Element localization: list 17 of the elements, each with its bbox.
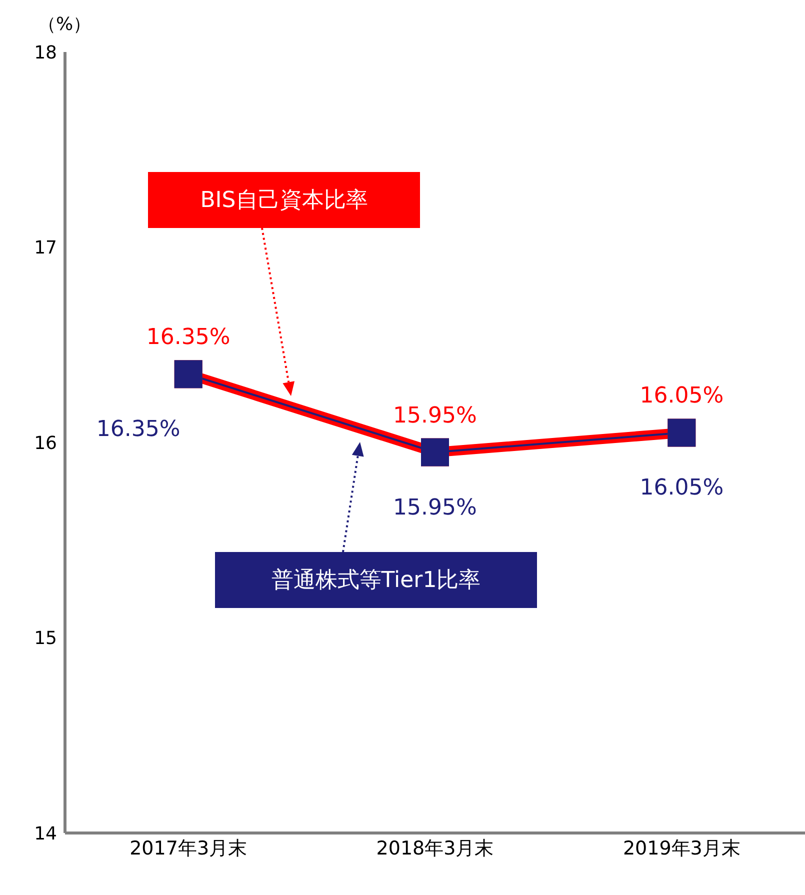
y-axis-title: （%） <box>38 13 92 36</box>
data-label: 16.05% <box>640 384 724 409</box>
y-tick-label: 16 <box>34 432 57 454</box>
y-tick-label: 15 <box>34 628 57 650</box>
callout: BIS自己資本比率 <box>148 172 420 228</box>
x-tick-label: 2017年3月末 <box>130 837 248 860</box>
callout: 普通株式等Tier1比率 <box>215 552 537 608</box>
data-label: 16.35% <box>96 417 180 442</box>
y-tick-label: 14 <box>34 823 57 844</box>
data-label: 15.95% <box>393 403 477 428</box>
x-tick-label: 2018年3月末 <box>376 837 494 860</box>
data-label: 16.35% <box>146 325 230 350</box>
data-label: 15.95% <box>393 495 477 520</box>
y-tick-label: 17 <box>34 238 57 259</box>
data-label: 16.05% <box>640 476 724 501</box>
x-tick-label: 2019年3月末 <box>622 837 740 860</box>
y-tick-label: 18 <box>34 42 57 64</box>
